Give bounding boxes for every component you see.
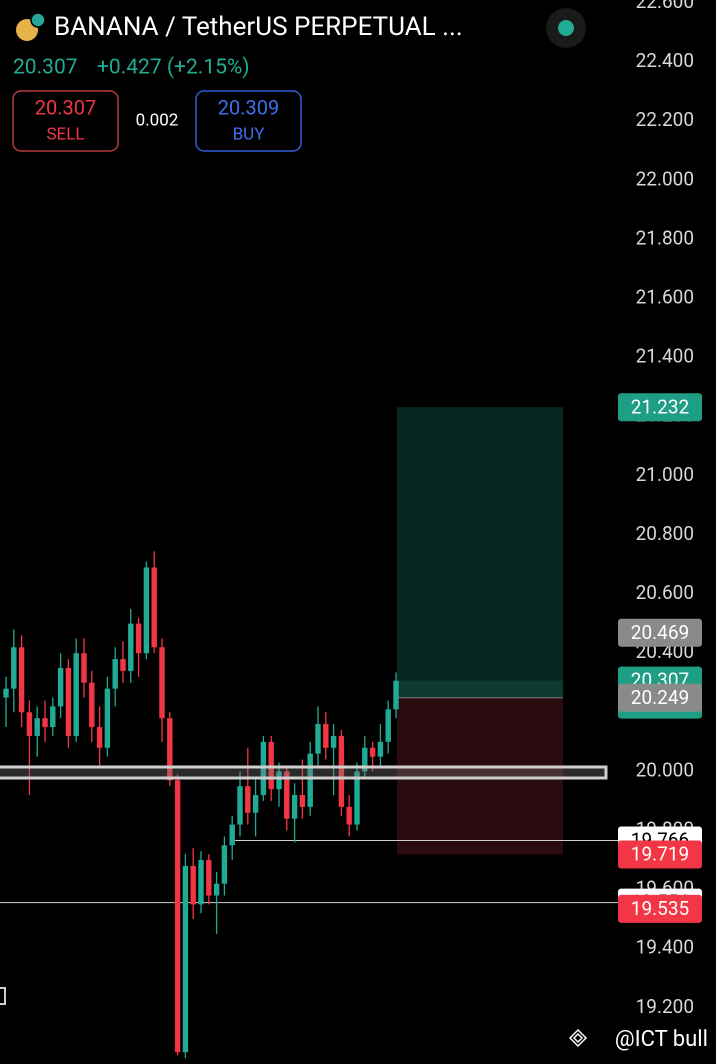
candle-body <box>128 623 134 671</box>
candle-body <box>307 753 313 807</box>
watermark: @ICT bull <box>615 1027 708 1052</box>
y-tick-label: 20.800 <box>636 522 694 545</box>
candle-body <box>369 747 376 757</box>
candle-body <box>73 653 79 736</box>
candle-body <box>299 795 306 807</box>
candle-body <box>159 647 165 719</box>
price-tag <box>618 618 702 647</box>
candle-body <box>291 795 298 819</box>
y-tick-label: 22.600 <box>636 0 694 13</box>
price-tag <box>618 894 702 923</box>
candle-body <box>213 883 220 896</box>
edge-drawing <box>0 987 6 1005</box>
candle-body <box>237 786 243 825</box>
candle-body <box>174 780 181 1053</box>
watermark-logo <box>568 1028 588 1048</box>
symbol-title[interactable]: BANANA / TetherUS PERPETUAL ... <box>54 12 463 42</box>
y-tick-label: 22.200 <box>636 108 694 131</box>
candle-body <box>104 688 111 748</box>
candle-body <box>245 786 251 813</box>
price-change: +0.427 (+2.15%) <box>97 56 250 80</box>
candle-body <box>206 860 212 896</box>
candle-body <box>26 712 33 736</box>
candle-body <box>120 659 126 671</box>
status-dot <box>558 20 574 36</box>
price-tag <box>618 393 702 422</box>
price-tag-label: 20.469 <box>631 621 689 644</box>
last-price: 20.307 <box>13 56 78 80</box>
candle-body <box>268 741 274 790</box>
price-tag <box>618 683 702 712</box>
support-zone <box>0 765 608 780</box>
candle-body <box>346 806 352 825</box>
candle-body <box>11 647 17 689</box>
candle-body <box>182 865 189 1053</box>
candle-body <box>112 659 118 689</box>
candle-body <box>167 718 173 781</box>
candle-body <box>323 724 329 748</box>
y-tick-label: 21.800 <box>636 226 694 249</box>
candle-body <box>34 718 40 736</box>
y-tick-label: 21.000 <box>636 463 694 486</box>
candle-body <box>190 865 196 905</box>
candle-body <box>276 771 282 790</box>
price-tag-label: 20.249 <box>631 686 689 709</box>
price-tag-label: 19.535 <box>631 897 689 920</box>
sell-button[interactable] <box>12 90 119 152</box>
candle-body <box>393 680 399 710</box>
sell-price: 20.307 <box>35 95 96 119</box>
loss-zone <box>397 697 563 855</box>
y-tick-label: 21.600 <box>636 286 694 309</box>
candle-body <box>385 709 391 742</box>
candle-body <box>151 567 157 648</box>
candle-body <box>89 682 95 728</box>
candle-body <box>57 667 64 707</box>
candle-body <box>315 724 321 754</box>
y-tick-label: 22.400 <box>636 49 694 72</box>
candle-body <box>198 860 204 905</box>
candle-body <box>229 824 235 846</box>
candle-body <box>354 771 360 825</box>
current-band <box>397 680 563 698</box>
candle-body <box>135 623 142 654</box>
price-tag-label: 19.719 <box>631 842 689 865</box>
candle-body <box>284 771 290 819</box>
coin-badge <box>30 12 46 28</box>
price-tag-label: 21.232 <box>631 395 689 418</box>
y-tick-label: 20.000 <box>636 758 694 781</box>
candle-body <box>143 567 150 654</box>
candle-body <box>65 667 72 736</box>
y-tick-label: 20.600 <box>636 581 694 604</box>
y-tick-label: 22.000 <box>636 167 694 190</box>
candle-body <box>42 718 48 728</box>
candle-body <box>362 747 368 772</box>
buy-button[interactable] <box>195 90 302 152</box>
candle-body <box>18 647 25 713</box>
sell-label: SELL <box>46 124 84 144</box>
profit-zone <box>397 407 563 698</box>
buy-price: 20.309 <box>218 95 279 119</box>
candle-body <box>330 735 337 748</box>
candle-body <box>3 688 9 698</box>
candle-body <box>252 795 259 813</box>
y-tick-label: 19.200 <box>636 995 694 1018</box>
buy-label: BUY <box>233 124 266 144</box>
chart-layer: 19.20019.40019.60019.80020.00020.20020.4… <box>0 0 702 1059</box>
y-tick-label: 19.400 <box>636 936 694 959</box>
y-tick-label: 21.400 <box>636 345 694 368</box>
price-tag <box>618 840 702 869</box>
candle-body <box>50 706 56 728</box>
spread: 0.002 <box>136 110 179 130</box>
candle-body <box>377 741 384 757</box>
candle-body <box>96 727 103 748</box>
candle-body <box>338 735 345 807</box>
candle-body <box>221 845 228 884</box>
candle-body <box>81 653 87 683</box>
